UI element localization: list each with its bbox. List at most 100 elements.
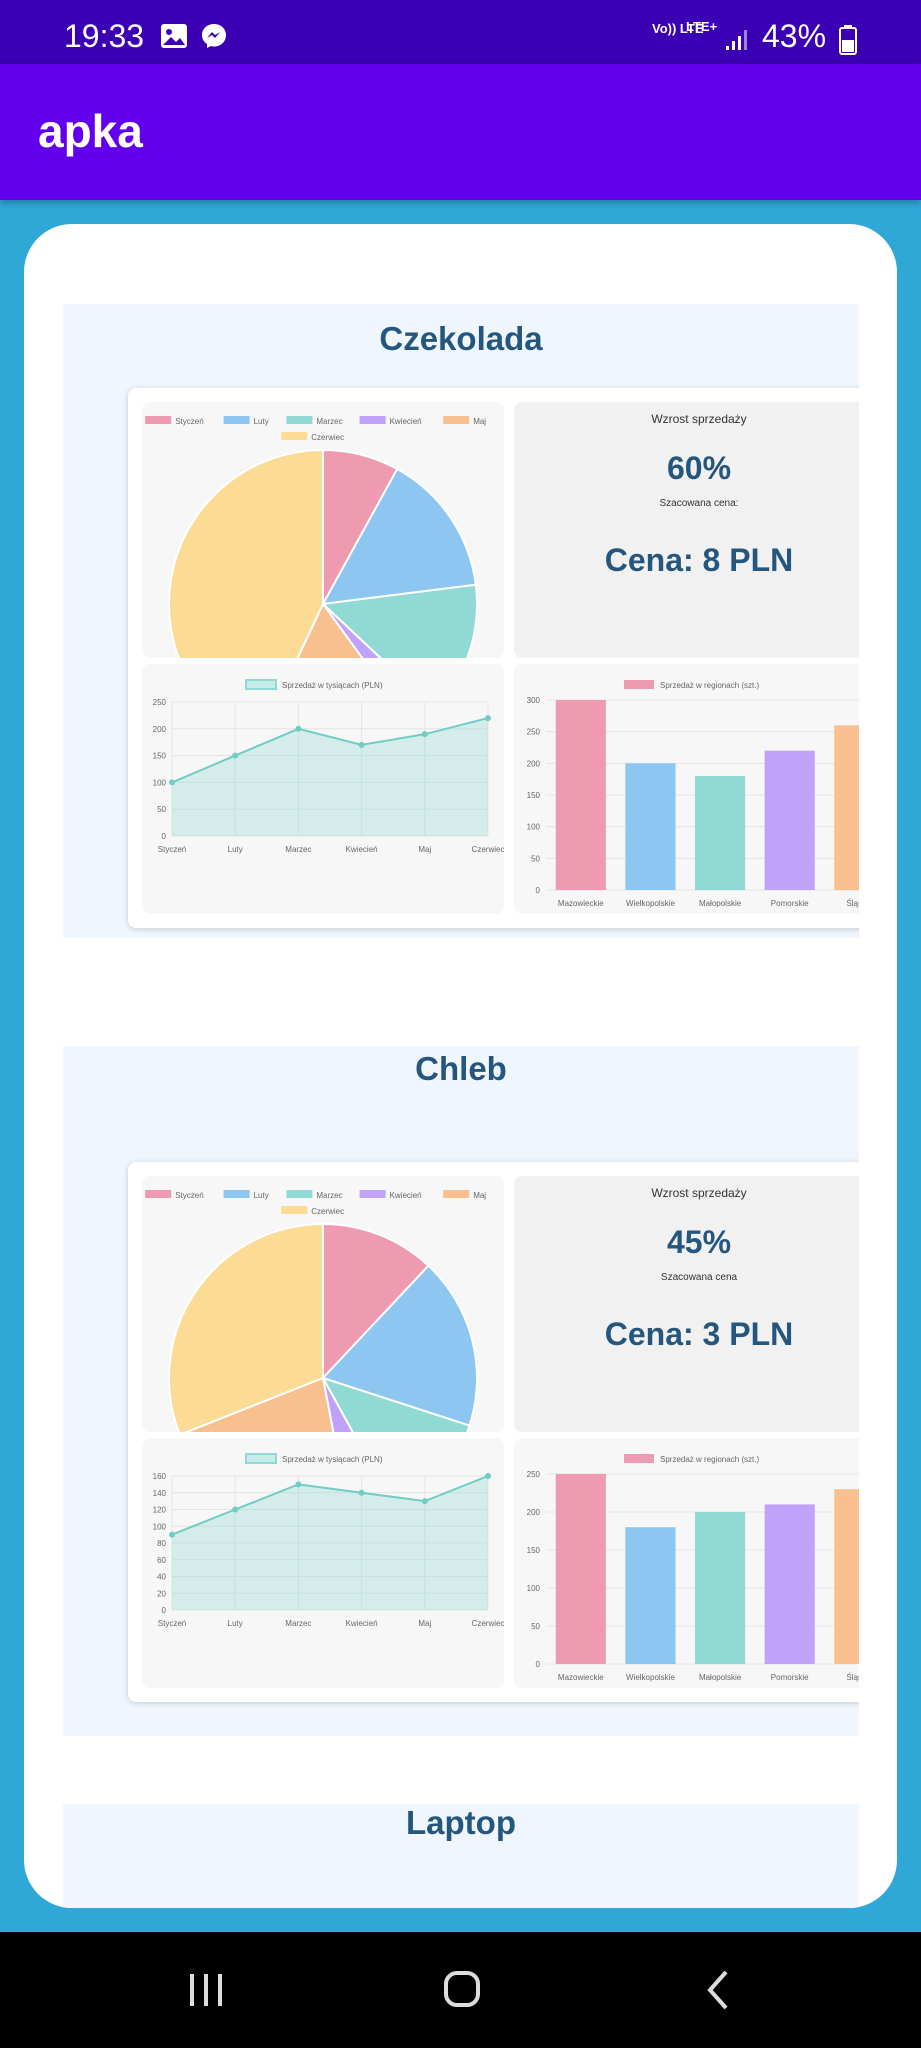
- bar: [834, 1489, 859, 1664]
- legend-swatch: [245, 679, 277, 690]
- y-tick-label: 0: [162, 1606, 167, 1615]
- legend-swatch: [624, 680, 654, 689]
- price-value: Cena: 3 PLN: [604, 1316, 794, 1352]
- home-icon[interactable]: [432, 1968, 492, 2012]
- y-tick-label: 120: [153, 1506, 167, 1515]
- data-point: [169, 779, 175, 786]
- x-tick-label: Styczeń: [158, 1619, 186, 1628]
- legend-label: Sprzedaż w regionach (szt.): [660, 1455, 759, 1464]
- status-time: 19:33: [64, 18, 145, 54]
- legend-label: Czerwiec: [311, 433, 344, 442]
- battery-icon: [839, 25, 857, 55]
- line-series: [171, 1475, 489, 1536]
- legend-label: Sprzedaż w regionach (szt.): [660, 681, 759, 690]
- line-chart-panel: Sprzedaż w tysiącach (PLN) 0 20 40 60 80 100 12…: [142, 1438, 504, 1688]
- bar: [764, 750, 815, 890]
- legend-swatch: [245, 1453, 277, 1464]
- data-point: [169, 1531, 175, 1538]
- legend-swatch: [443, 1190, 470, 1198]
- x-tick-label: Maj: [418, 1619, 431, 1628]
- legend-swatch: [223, 416, 250, 424]
- legend-label: Czerwiec: [311, 1207, 344, 1216]
- price-value: Cena: 8 PLN: [604, 542, 794, 578]
- x-tick-label: Wielkopolskie: [626, 899, 675, 908]
- line-area: [172, 1476, 488, 1610]
- y-tick-label: 160: [153, 1472, 167, 1481]
- data-point: [232, 752, 239, 759]
- y-tick-label: 0: [536, 886, 541, 895]
- pie-slice: [320, 1376, 471, 1432]
- bar: [625, 763, 676, 890]
- data-point: [485, 1473, 491, 1479]
- legend-label: Sprzedaż w tysiącach (PLN): [282, 681, 383, 690]
- data-point: [421, 731, 428, 738]
- y-tick-label: 0: [162, 832, 167, 841]
- legend-swatch: [281, 1206, 308, 1214]
- sales-growth-panel: Wzrost sprzedaży 60% Szacowana cena: Cen…: [514, 402, 859, 658]
- y-tick-label: 50: [531, 1622, 540, 1631]
- x-tick-label: Małopolskie: [699, 899, 742, 908]
- data-point: [421, 1498, 428, 1505]
- pie-chart-panel: Styczeń Luty Marzec Kwiecień Maj Czerwiec: [142, 1176, 504, 1432]
- line-chart: Sprzedaż w tysiącach (PLN) 0 20 40 60 80 100 12…: [153, 1453, 504, 1628]
- pie-slice: [321, 467, 477, 606]
- legend-label: Marzec: [316, 417, 342, 426]
- bar: [555, 1474, 606, 1664]
- x-tick-label: Maj: [418, 845, 431, 854]
- y-tick-label: 250: [527, 1470, 541, 1479]
- y-tick-label: 100: [153, 1522, 167, 1531]
- legend-label: Styczeń: [175, 1191, 203, 1200]
- x-tick-label: Luty: [228, 845, 243, 854]
- back-icon[interactable]: [690, 1968, 750, 2012]
- data-point: [358, 741, 365, 748]
- bar: [625, 1527, 676, 1664]
- legend-label: Maj: [473, 1191, 486, 1200]
- pie-chart: Styczeń Luty Marzec Kwiecień Maj Czerwiec: [145, 1190, 486, 1432]
- dashboard: Styczeń Luty Marzec Kwiecień Maj Czerwiec Wzr…: [128, 388, 859, 928]
- pie-slice: [296, 602, 364, 658]
- legend-label: Luty: [254, 417, 269, 426]
- bar-chart: Sprzedaż w regionach (szt.) 0 50 100 150 200 2…: [527, 680, 859, 908]
- bar-chart: Sprzedaż w regionach (szt.) 0 50 100 150 200 2…: [527, 1454, 859, 1682]
- bar-chart-panel: Sprzedaż w regionach (szt.) 0 50 100 150 200 2…: [514, 1438, 859, 1688]
- y-tick-label: 60: [157, 1556, 166, 1565]
- legend-label: Kwiecień: [390, 1191, 422, 1200]
- signal-icon: [726, 30, 747, 50]
- y-tick-label: 250: [153, 698, 167, 707]
- growth-label: Wzrost sprzedaży: [651, 1186, 747, 1200]
- price-label: Szacowana cena:: [659, 498, 739, 509]
- legend-swatch: [443, 416, 470, 424]
- content-card: Czekolada Styczeń Luty Marzec Kwiecień Maj Cz…: [24, 224, 897, 1908]
- x-tick-label: Marzec: [285, 1619, 311, 1628]
- legend-label: Marzec: [316, 1191, 342, 1200]
- recent-apps-icon[interactable]: [176, 1968, 236, 2012]
- growth-value: 60%: [666, 450, 732, 486]
- bar-chart-panel: Sprzedaż w regionach (szt.) 0 50 100 150 200 2…: [514, 664, 859, 914]
- bar: [555, 700, 606, 890]
- legend-swatch: [624, 1454, 654, 1463]
- bar: [695, 1512, 746, 1664]
- pie-slice: [168, 1222, 324, 1432]
- gallery-icon: [161, 24, 187, 48]
- system-nav-bar: [0, 1932, 921, 2048]
- y-tick-label: 200: [527, 759, 541, 768]
- pie-slice: [322, 1222, 430, 1381]
- status-bar: 19:33 Vo)) LTE LTE+ 43%: [0, 0, 921, 64]
- x-tick-label: Pomorskie: [771, 1673, 809, 1682]
- product-section-laptop: Laptop: [63, 1804, 859, 1908]
- pie-slice: [168, 448, 324, 658]
- pie-chart-panel: Styczeń Luty Marzec Kwiecień Maj Czerwiec: [142, 402, 504, 658]
- dashboard: Styczeń Luty Marzec Kwiecień Maj Czerwiec Wzr…: [128, 1162, 859, 1702]
- y-tick-label: 140: [153, 1489, 167, 1498]
- legend-label: Sprzedaż w tysiącach (PLN): [282, 1455, 383, 1464]
- data-point: [295, 725, 302, 732]
- y-tick-label: 0: [536, 1660, 541, 1669]
- network-indicator: Vo)) LTE: [652, 21, 704, 36]
- x-tick-label: Małopolskie: [699, 1673, 742, 1682]
- legend-swatch: [359, 1190, 386, 1198]
- legend-label: Luty: [254, 1191, 269, 1200]
- growth-value: 45%: [666, 1224, 732, 1260]
- legend-label: Styczeń: [175, 417, 203, 426]
- product-title: Czekolada: [379, 320, 543, 357]
- y-tick-label: 40: [157, 1573, 166, 1582]
